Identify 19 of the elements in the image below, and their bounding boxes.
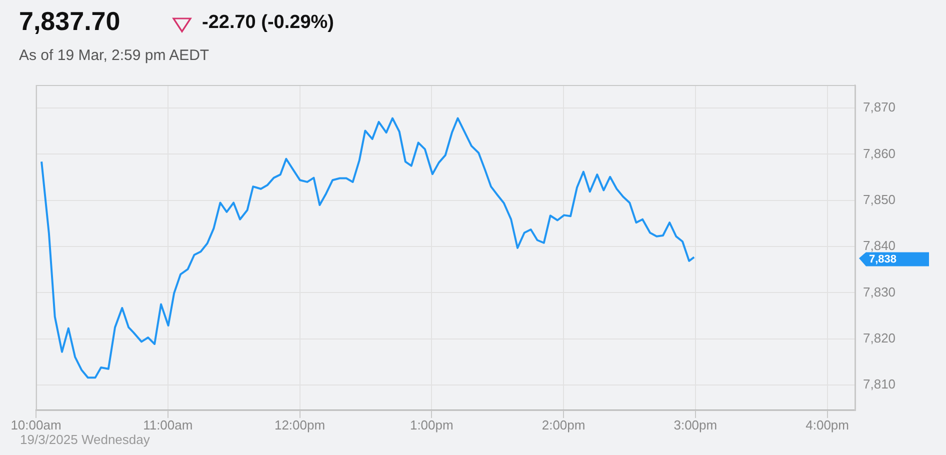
chart-subtitle: -22.70 (-0.29%) <box>202 12 334 34</box>
text: 19/3/2025 Wednesday <box>20 432 150 447</box>
y-tick-label: 7,810 <box>863 376 896 392</box>
y-tick-label: 7,860 <box>863 146 896 161</box>
y-tick-label: 7,840 <box>863 238 896 254</box>
x-tick-label: 12:00pm <box>274 417 326 432</box>
x-tick-label: 4:00pm <box>806 417 849 432</box>
x-tick-label: 1:00pm <box>410 417 454 432</box>
x-tick-label: 11:00am <box>143 417 193 432</box>
x-tick-label: 3:00pm <box>674 417 718 432</box>
y-tick-label: 7,870 <box>863 100 896 115</box>
chart-title: 7,837.70 <box>19 6 120 37</box>
y-tick-label: 7,820 <box>863 330 896 346</box>
x-tick-label: 2:00pm <box>542 417 586 432</box>
text: As of 19 Mar, 2:59 pm AEDT <box>19 47 210 64</box>
x-tick-label: 10:00am <box>10 417 62 432</box>
y-tick-label: 7,850 <box>863 192 896 207</box>
text: 7,838 <box>869 254 897 266</box>
y-tick-label: 7,830 <box>863 284 896 300</box>
